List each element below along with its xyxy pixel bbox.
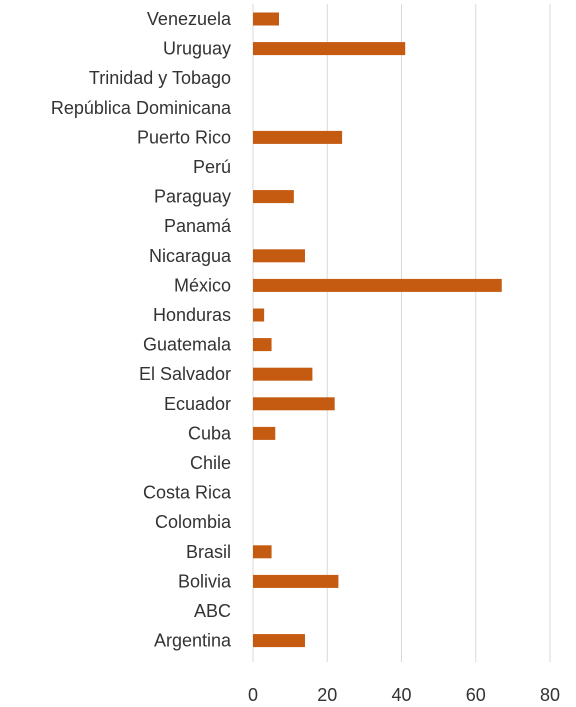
bar-guatemala — [253, 338, 272, 352]
bar-puerto-rico — [253, 130, 343, 144]
bar-uruguay — [253, 42, 406, 56]
bars — [253, 12, 502, 648]
x-tick-labels: 0 20 40 60 80 — [248, 685, 560, 705]
category-label: Perú — [193, 157, 231, 177]
category-label: Costa Rica — [143, 483, 232, 503]
category-label: Trinidad y Tobago — [89, 68, 231, 88]
bar-cuba — [253, 426, 276, 440]
x-tick-label: 40 — [391, 685, 411, 705]
bar-nicaragua — [253, 249, 305, 263]
x-tick-label: 60 — [466, 685, 486, 705]
bar-venezuela — [253, 12, 279, 26]
category-label: El Salvador — [139, 364, 231, 384]
category-label: Panamá — [164, 216, 232, 236]
category-label: Cuba — [188, 423, 232, 443]
category-label: Honduras — [153, 305, 231, 325]
bar-ecuador — [253, 397, 335, 411]
category-label: Colombia — [155, 512, 232, 532]
x-tick-label: 0 — [248, 685, 258, 705]
category-label: Brasil — [186, 542, 231, 562]
category-labels: Venezuela Uruguay Trinidad y Tobago Repúbli… — [51, 9, 232, 651]
gridlines — [252, 4, 551, 662]
bar-el-salvador — [253, 367, 313, 381]
category-label: Paraguay — [154, 187, 231, 207]
category-label: ABC — [194, 601, 231, 621]
category-label: Uruguay — [163, 39, 231, 59]
category-label: Venezuela — [147, 9, 232, 29]
category-label: Puerto Rico — [137, 127, 231, 147]
bar-paraguay — [253, 190, 294, 204]
x-tick-label: 80 — [540, 685, 560, 705]
x-tick-label: 20 — [317, 685, 337, 705]
category-label: Bolivia — [178, 571, 232, 591]
category-label: México — [174, 275, 231, 295]
category-label: Chile — [190, 453, 231, 473]
bar-honduras — [253, 308, 265, 322]
bar-bolivia — [253, 574, 339, 588]
bar-m-xico — [253, 278, 502, 292]
category-label: Guatemala — [143, 335, 232, 355]
bar-brasil — [253, 545, 272, 559]
category-label: República Dominicana — [51, 98, 232, 118]
category-label: Argentina — [154, 631, 232, 651]
category-label: Ecuador — [164, 394, 231, 414]
bar-argentina — [253, 634, 305, 648]
category-label: Nicaragua — [149, 246, 232, 266]
